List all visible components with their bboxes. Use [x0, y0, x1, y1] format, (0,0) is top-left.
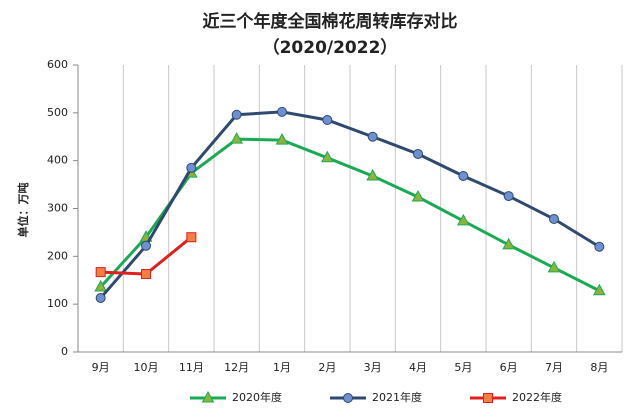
chart-subtitle: （2020/2022） [263, 37, 398, 58]
point [549, 214, 559, 225]
chart-title: 近三个年度全国棉花周转库存对比 [203, 11, 458, 32]
y-tick-label: 400 [47, 154, 68, 167]
point [458, 170, 469, 181]
legend-label: 2022年度 [512, 390, 562, 404]
point [367, 131, 378, 142]
point [594, 241, 605, 252]
legend-label: 2020年度 [232, 390, 282, 404]
y-axis-label: 单位：万吨 [16, 183, 30, 238]
x-tick-label: 3月 [364, 361, 382, 374]
point [141, 269, 151, 280]
point [277, 106, 287, 117]
point [231, 109, 242, 120]
point [95, 267, 106, 278]
point [411, 189, 425, 202]
x-tick-label: 5月 [454, 361, 472, 374]
y-tick-label: 0 [61, 345, 68, 358]
y-tick-label: 100 [47, 297, 68, 310]
y-tick-label: 200 [47, 249, 68, 262]
point [503, 191, 514, 202]
x-tick-label: 9月 [92, 361, 110, 374]
y-tick-label: 600 [47, 58, 68, 71]
point [275, 133, 289, 145]
point [186, 162, 197, 173]
x-tick-label: 12月 [224, 361, 249, 374]
x-tick-label: 10月 [134, 361, 159, 374]
point [230, 132, 244, 144]
x-tick-label: 7月 [545, 361, 563, 374]
point [201, 390, 215, 403]
point [95, 292, 106, 303]
point [343, 393, 353, 403]
point [456, 213, 470, 226]
point [592, 283, 606, 296]
y-tick-label: 500 [47, 106, 68, 119]
point [413, 148, 423, 159]
point [186, 232, 197, 243]
point [547, 260, 561, 273]
point [483, 393, 493, 403]
point [94, 279, 108, 292]
legend-label: 2021年度 [372, 390, 422, 404]
point [141, 240, 151, 251]
x-tick-label: 4月 [409, 361, 427, 374]
x-tick-label: 8月 [590, 361, 608, 374]
y-tick-label: 300 [47, 202, 68, 215]
series-line [99, 110, 601, 299]
point [366, 168, 380, 181]
point [320, 150, 334, 163]
x-tick-label: 1月 [273, 361, 291, 374]
point [502, 237, 516, 250]
x-tick-label: 6月 [500, 361, 518, 374]
x-tick-label: 2月 [318, 361, 336, 374]
point [322, 115, 333, 126]
x-tick-label: 11月 [179, 361, 204, 374]
